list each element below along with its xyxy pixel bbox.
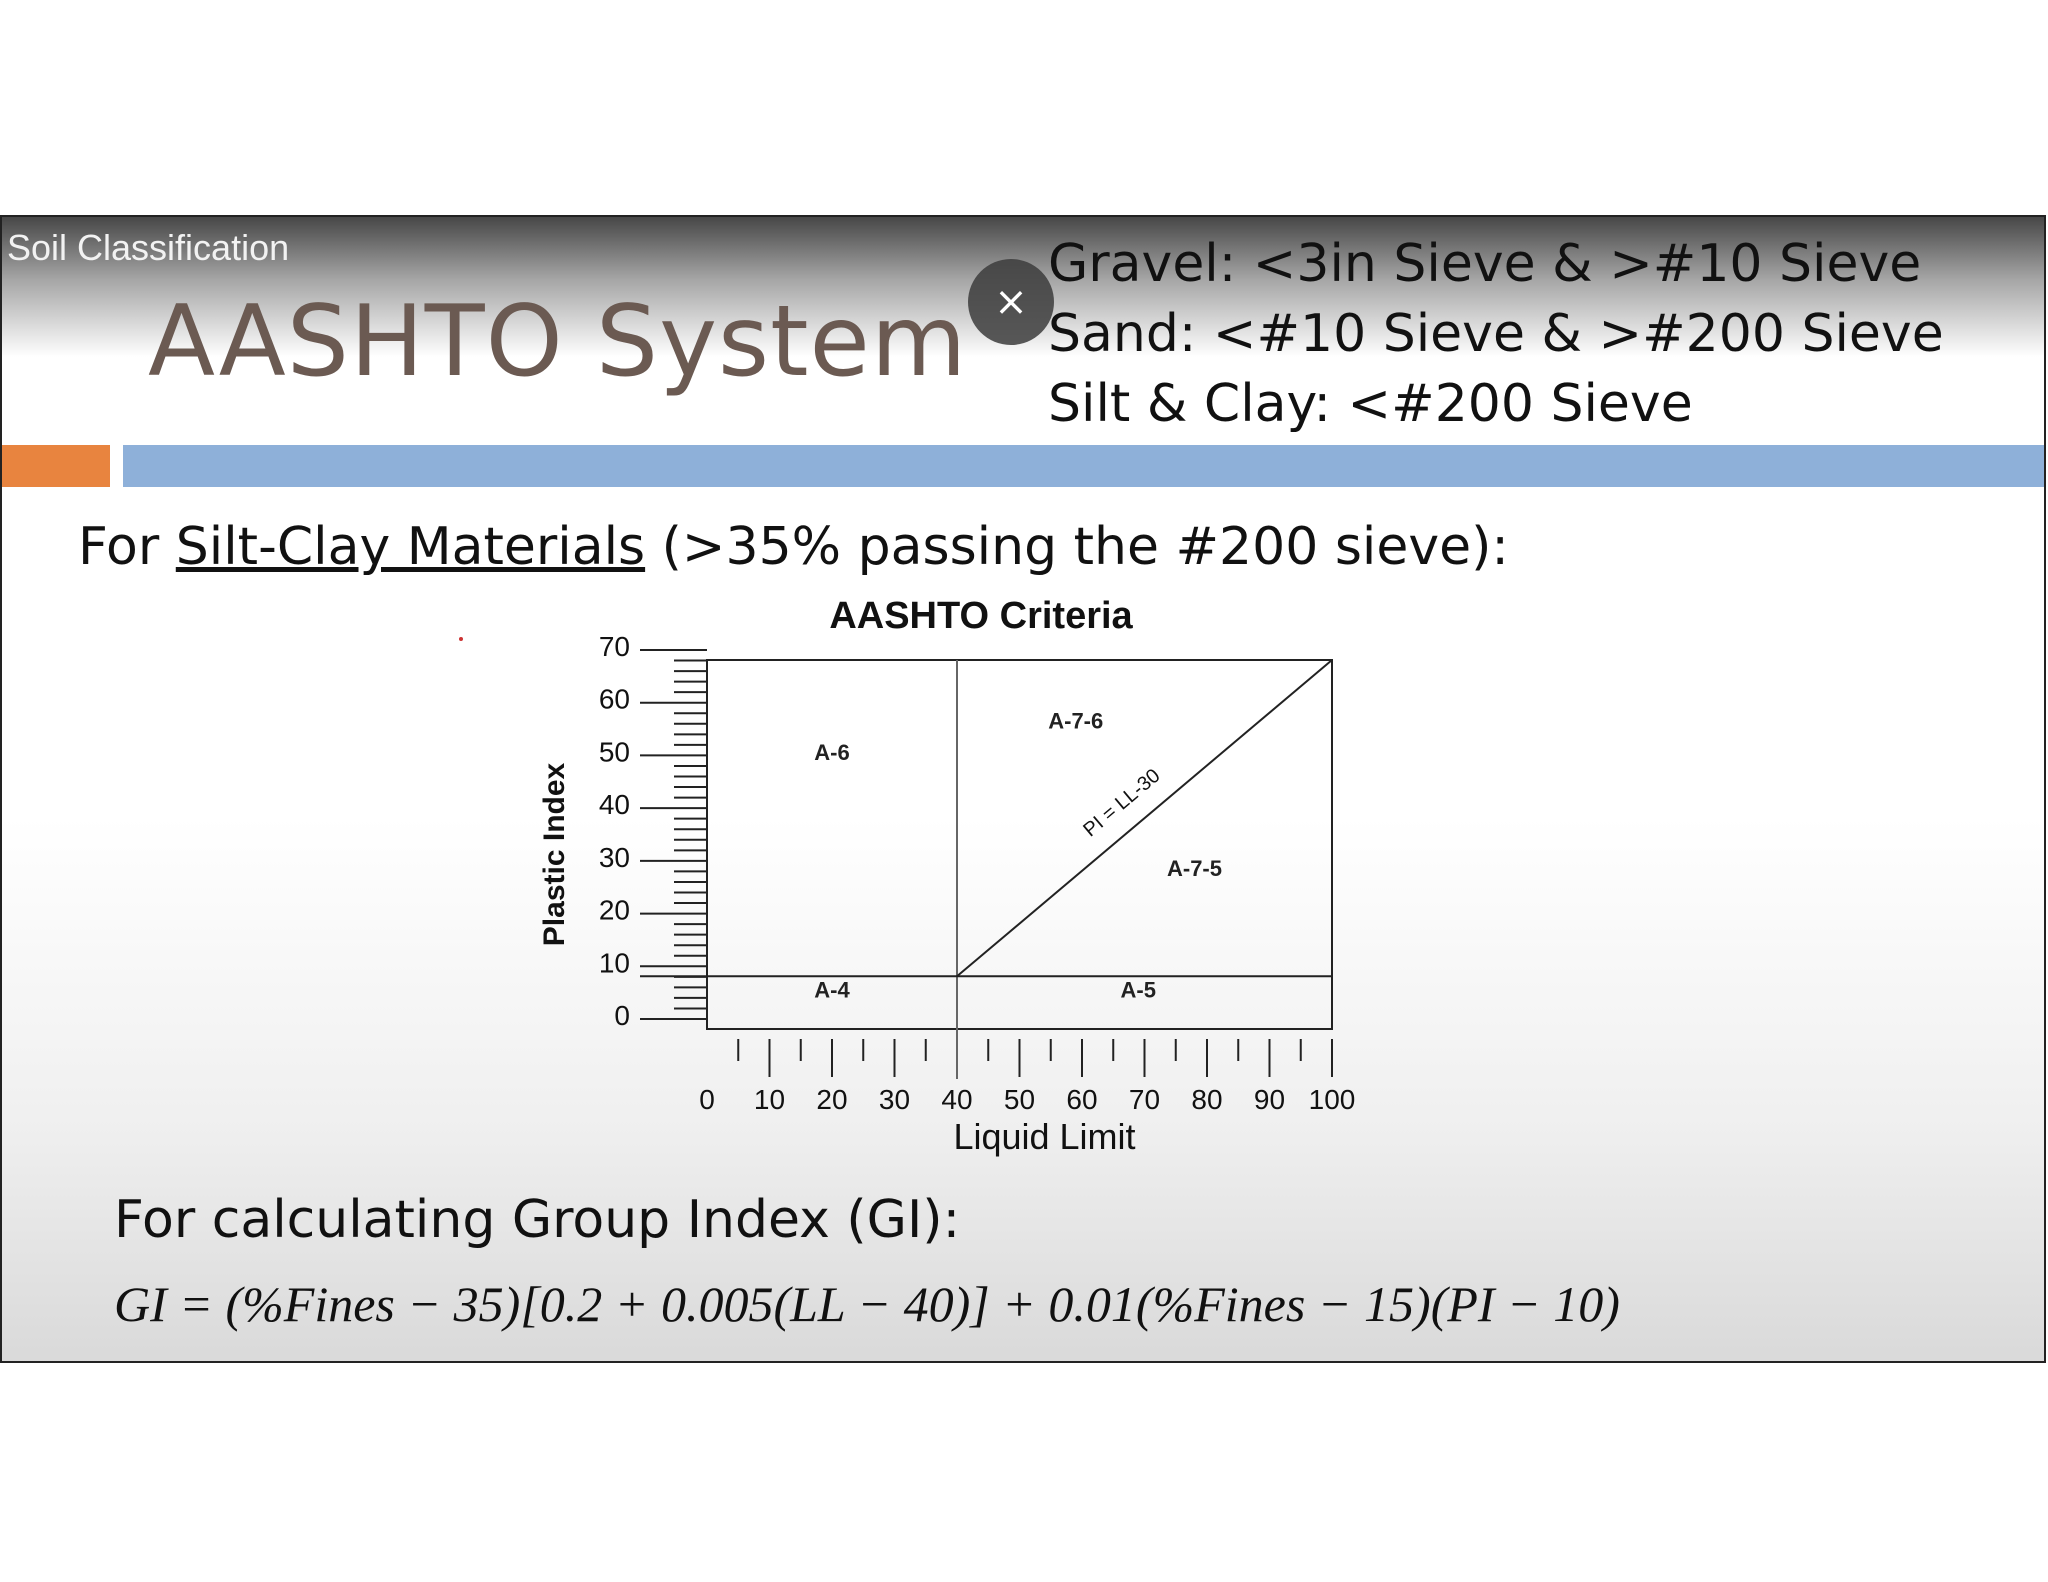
stray-dot bbox=[459, 637, 463, 641]
chart-title: AASHTO Criteria bbox=[829, 595, 1133, 637]
region-label-a-7-5: A-7-5 bbox=[1167, 856, 1222, 881]
sieve-line-gravel: Gravel: <3in Sieve & >#10 Sieve bbox=[1048, 234, 1922, 294]
y-tick-label-0: 0 bbox=[614, 1000, 630, 1031]
x-tick-label-20: 20 bbox=[816, 1084, 847, 1115]
gi-formula: GI = (%Fines − 35)[0.2 + 0.005(LL − 40)]… bbox=[114, 1276, 1620, 1332]
video-title: Soil Classification bbox=[7, 227, 290, 268]
boundary-pi-ll-30 bbox=[956, 659, 1333, 978]
silt-clay-intro: For Silt-Clay Materials (>35% passing th… bbox=[78, 517, 1509, 577]
aashto-chart: 0 10 20 30 40 50 60 70 0 10 20 30 40 50 60 70 80 90 100 Liq… bbox=[538, 631, 1356, 1157]
region-label-a-5: A-5 bbox=[1121, 977, 1156, 1002]
region-label-a-4: A-4 bbox=[814, 977, 850, 1002]
intro-prefix: For bbox=[78, 517, 176, 577]
x-tick-label-100: 100 bbox=[1309, 1084, 1356, 1115]
intro-suffix: (>35% passing the #200 sieve): bbox=[645, 517, 1509, 577]
x-tick-label-70: 70 bbox=[1129, 1084, 1160, 1115]
slide-title: AASHTO System bbox=[148, 285, 968, 399]
sieve-line-silt-clay: Silt & Clay: <#200 Sieve bbox=[1048, 374, 1693, 434]
x-tick-label-60: 60 bbox=[1066, 1084, 1097, 1115]
video-frame[interactable]: Soil Classification AASHTO System × Grav… bbox=[0, 215, 2046, 1363]
plot-frame bbox=[706, 659, 1333, 1030]
y-tick-label-30: 30 bbox=[599, 842, 630, 873]
region-label-a-7-6: A-7-6 bbox=[1048, 709, 1103, 734]
y-tick-label-20: 20 bbox=[599, 895, 630, 926]
x-axis-label: Liquid Limit bbox=[953, 1116, 1135, 1157]
y-tick-label-10: 10 bbox=[599, 947, 630, 978]
y-tick-label-60: 60 bbox=[599, 684, 630, 715]
y-axis-label: Plastic Index bbox=[538, 762, 571, 946]
accent-bar-orange bbox=[2, 445, 110, 487]
sieve-line-sand: Sand: <#10 Sieve & >#200 Sieve bbox=[1048, 304, 1944, 364]
y-tick-label-50: 50 bbox=[599, 736, 630, 767]
x-tick-label-90: 90 bbox=[1254, 1084, 1285, 1115]
gi-heading: For calculating Group Index (GI): bbox=[114, 1190, 961, 1250]
close-icon[interactable]: × bbox=[968, 259, 1054, 345]
accent-bar-blue bbox=[123, 445, 2044, 487]
intro-underlined: Silt-Clay Materials bbox=[175, 517, 646, 577]
y-tick-label-70: 70 bbox=[599, 631, 630, 662]
x-tick-label-50: 50 bbox=[1004, 1084, 1035, 1115]
x-tick-label-30: 30 bbox=[879, 1084, 910, 1115]
x-tick-label-80: 80 bbox=[1191, 1084, 1222, 1115]
x-tick-label-40: 40 bbox=[941, 1084, 972, 1115]
x-tick-label-10: 10 bbox=[754, 1084, 785, 1115]
line-label-pi-ll-30: PI = LL-30 bbox=[1079, 765, 1164, 842]
x-tick-label-0: 0 bbox=[699, 1084, 715, 1115]
y-tick-label-40: 40 bbox=[599, 789, 630, 820]
region-label-a-6: A-6 bbox=[814, 740, 849, 765]
sieve-definitions: Gravel: <3in Sieve & >#10 Sieve Sand: <#… bbox=[1048, 229, 1944, 439]
